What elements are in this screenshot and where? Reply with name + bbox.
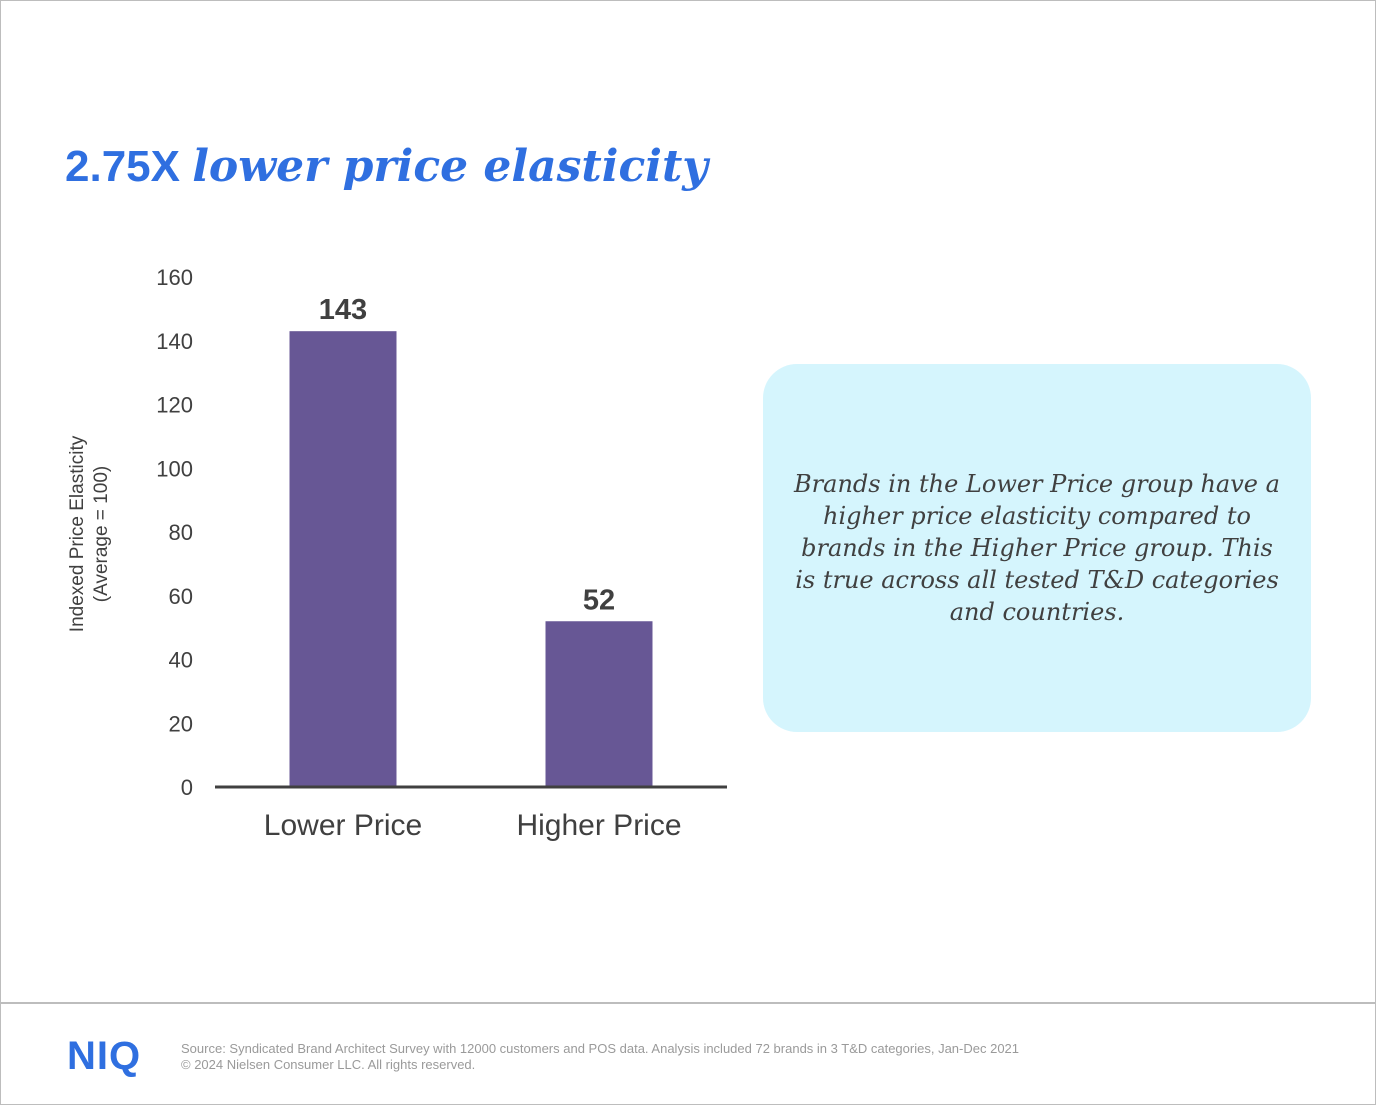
data-label: 52 <box>583 584 615 616</box>
niq-logo: NIQ <box>67 1034 142 1078</box>
footer-divider <box>1 1002 1375 1004</box>
x-tick-label: Lower Price <box>264 809 422 842</box>
y-tick-label: 100 <box>156 456 193 481</box>
data-label: 143 <box>319 294 367 326</box>
bar-chart: 0 20 40 60 80 100 120 140 160 Indexed Price Elast… <box>67 265 727 842</box>
y-tick-label: 40 <box>169 648 193 673</box>
source-text: Source: Syndicated Brand Architect Surve… <box>181 1041 1020 1056</box>
bar <box>289 331 397 787</box>
copyright-text: © 2024 Nielsen Consumer LLC. All rights … <box>181 1057 476 1072</box>
callout-box: Brands in the Lower Price group have a h… <box>763 364 1311 732</box>
title-lead: 2.75X <box>65 142 180 191</box>
y-tick-label: 120 <box>156 393 193 418</box>
y-tick-label: 20 <box>169 711 193 736</box>
source-note: Source: Syndicated Brand Architect Surve… <box>181 1041 1019 1073</box>
y-axis-subtitle: (Average = 100) <box>91 466 112 602</box>
x-tick-label: Higher Price <box>516 809 681 842</box>
bar <box>545 621 653 787</box>
y-tick-label: 60 <box>169 584 193 609</box>
y-tick-label: 140 <box>156 329 193 354</box>
y-axis-title: Indexed Price Elasticity <box>67 435 88 632</box>
y-tick-label: 0 <box>181 775 193 800</box>
y-tick-label: 80 <box>169 520 193 545</box>
page-title: 2.75X lower price elasticity <box>65 141 708 192</box>
title-rest: lower price elasticity <box>192 141 708 192</box>
callout-text: Brands in the Lower Price group have a h… <box>794 470 1280 626</box>
y-tick-label: 160 <box>156 265 193 290</box>
